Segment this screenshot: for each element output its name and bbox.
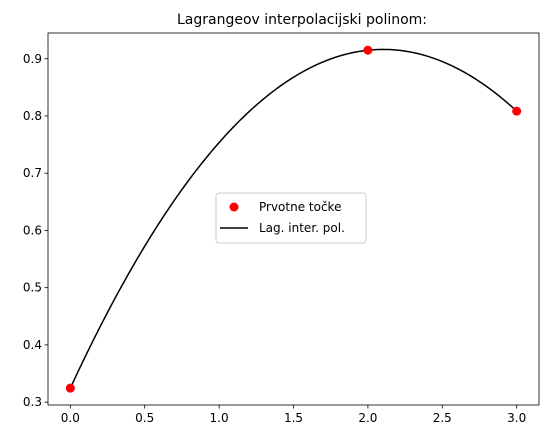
y-tick-label: 0.9 xyxy=(23,52,42,66)
data-point xyxy=(512,107,521,116)
y-tick-label: 0.4 xyxy=(23,338,42,352)
y-tick-label: 0.8 xyxy=(23,109,42,123)
y-tick-label: 0.3 xyxy=(23,395,42,409)
legend-label-line: Lag. inter. pol. xyxy=(259,221,345,235)
data-point xyxy=(363,46,372,55)
x-tick-label: 1.0 xyxy=(210,411,229,425)
legend: Prvotne točke Lag. inter. pol. xyxy=(216,193,366,243)
y-tick-label: 0.7 xyxy=(23,166,42,180)
chart-title: Lagrangeov interpolacijski polinom: xyxy=(177,12,427,28)
x-tick-label: 1.5 xyxy=(284,411,303,425)
x-tick-label: 0.5 xyxy=(135,411,154,425)
x-tick-label: 2.5 xyxy=(433,411,452,425)
x-tick-label: 2.0 xyxy=(358,411,377,425)
y-tick-label: 0.5 xyxy=(23,281,42,295)
x-tick-label: 0.0 xyxy=(61,411,80,425)
legend-marker-points xyxy=(230,203,239,212)
y-tick-label: 0.6 xyxy=(23,223,42,237)
y-axis: 0.3 0.4 0.5 0.6 0.7 0.8 0.9 xyxy=(23,52,48,409)
legend-label-points: Prvotne točke xyxy=(259,200,341,214)
x-tick-label: 3.0 xyxy=(507,411,526,425)
x-axis: 0.0 0.5 1.0 1.5 2.0 2.5 3.0 xyxy=(61,405,526,425)
data-point xyxy=(66,384,75,393)
